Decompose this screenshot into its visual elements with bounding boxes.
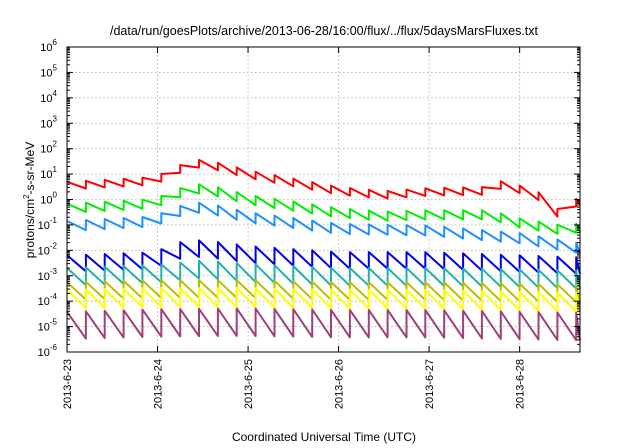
y-tick-exponent: -3 (50, 267, 58, 276)
x-tick-label: 2013-6-23 (62, 359, 74, 409)
y-tick-label: 102 (40, 140, 57, 156)
y-tick-label: 100 (40, 191, 57, 207)
y-tick-label: 10-2 (38, 241, 58, 257)
y-ticks: 10-610-510-410-310-210-11001011021031041… (38, 38, 580, 359)
y-tick-base: 10 (40, 118, 52, 130)
y-axis-label-rest: -s-sr-MeV (23, 142, 37, 195)
y-tick-label: 104 (40, 89, 57, 105)
y-tick-label: 106 (40, 38, 57, 54)
y-tick-exponent: -1 (50, 216, 58, 225)
y-tick-label: 101 (40, 165, 57, 181)
series-line (66, 239, 581, 275)
y-tick-base: 10 (38, 220, 50, 232)
series-line (66, 279, 581, 304)
y-tick-label: 10-5 (38, 318, 58, 334)
y-tick-exponent: 1 (53, 165, 58, 174)
series-line (66, 201, 581, 254)
x-tick-label: 2013-6-27 (424, 359, 436, 409)
x-axis-label: Coordinated Universal Time (UTC) (232, 430, 416, 444)
x-tick-label: 2013-6-28 (515, 359, 527, 409)
y-tick-base: 10 (38, 296, 50, 308)
y-tick-label: 10-1 (38, 216, 58, 232)
y-tick-exponent: 6 (53, 38, 58, 47)
y-tick-exponent: 3 (53, 114, 58, 123)
y-tick-label: 105 (40, 63, 57, 79)
y-tick-exponent: -5 (50, 318, 58, 327)
y-axis-label-base: protons/cm (23, 199, 37, 258)
y-tick-label: 10-3 (38, 267, 58, 283)
y-tick-exponent: 5 (53, 63, 58, 72)
series-line (66, 287, 581, 313)
series-line (66, 158, 581, 218)
y-tick-exponent: 4 (53, 89, 58, 98)
series-line (66, 183, 581, 235)
y-tick-base: 10 (40, 169, 52, 181)
y-tick-exponent: 2 (53, 140, 58, 149)
x-tick-label: 2013-6-25 (243, 359, 255, 409)
y-tick-label: 10-6 (38, 343, 58, 359)
y-axis-label: protons/cm2-s-sr-MeV (22, 142, 37, 258)
y-tick-base: 10 (40, 42, 52, 54)
x-tick-label: 2013-6-26 (334, 359, 346, 409)
series-group (66, 158, 581, 342)
y-tick-base: 10 (38, 347, 50, 359)
plot-frame (66, 46, 581, 353)
y-tick-label: 10-4 (38, 292, 58, 308)
y-tick-base: 10 (40, 93, 52, 105)
y-tick-base: 10 (38, 245, 50, 257)
y-tick-exponent: 0 (53, 191, 58, 200)
y-tick-base: 10 (40, 144, 52, 156)
y-tick-base: 10 (40, 195, 52, 207)
y-tick-base: 10 (38, 271, 50, 283)
x-ticks: 2013-6-23 2013-6-24 2013-6-25 2013-6-26 2013… (62, 47, 527, 409)
chart-title: /data/run/goesPlots/archive/2013-06-28/1… (110, 24, 539, 38)
y-tick-base: 10 (38, 322, 50, 334)
y-tick-exponent: -6 (50, 343, 58, 352)
y-axis-label-superscript: 2 (22, 194, 31, 199)
y-tick-base: 10 (40, 67, 52, 79)
y-tick-exponent: -2 (50, 241, 58, 250)
y-tick-label: 103 (40, 114, 57, 130)
y-tick-exponent: -4 (50, 292, 58, 301)
series-line (66, 307, 581, 342)
x-tick-label: 2013-6-24 (153, 359, 165, 409)
